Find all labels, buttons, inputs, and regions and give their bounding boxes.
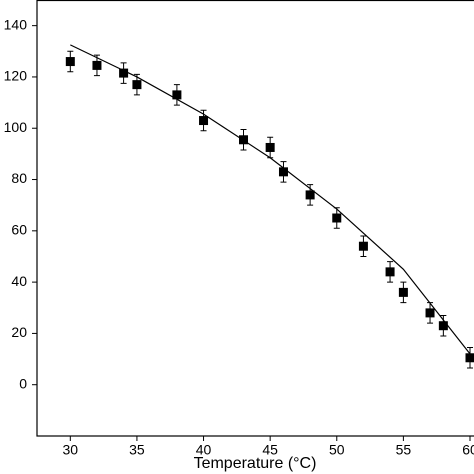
x-tick-label: 60: [462, 442, 474, 458]
data-point: [332, 213, 342, 223]
data-point: [132, 80, 142, 90]
data-point: [265, 142, 275, 152]
plot-frame: [36, 0, 474, 437]
y-tick-label: 40: [11, 273, 27, 289]
data-point: [398, 287, 408, 297]
data-point: [119, 68, 129, 78]
data-point: [278, 167, 288, 177]
y-tick-label: 80: [11, 170, 27, 186]
y-tick-label: 0: [19, 375, 27, 391]
y-tick-label: 140: [4, 16, 28, 32]
data-point: [438, 321, 448, 331]
data-point: [425, 308, 435, 318]
data-point: [199, 116, 209, 126]
x-tick-label: 55: [396, 442, 412, 458]
y-tick-label: 60: [11, 222, 27, 238]
x-tick-label: 35: [129, 442, 145, 458]
data-point: [172, 90, 182, 100]
y-tick-label: 100: [4, 119, 28, 135]
data-point: [385, 267, 395, 277]
fit-line: [70, 44, 471, 355]
x-tick-label: 50: [329, 442, 345, 458]
y-tick-label: 120: [4, 68, 28, 84]
data-point: [358, 241, 368, 251]
x-tick-label: 45: [262, 442, 278, 458]
y-tick-label: 20: [11, 324, 27, 340]
data-point: [65, 57, 75, 67]
data-point: [305, 190, 315, 200]
x-tick-label: 30: [63, 442, 79, 458]
data-point: [92, 60, 102, 70]
data-point: [465, 353, 474, 363]
x-axis-title: Temperature (°C): [194, 455, 317, 472]
x-tick-label: 40: [196, 442, 212, 458]
